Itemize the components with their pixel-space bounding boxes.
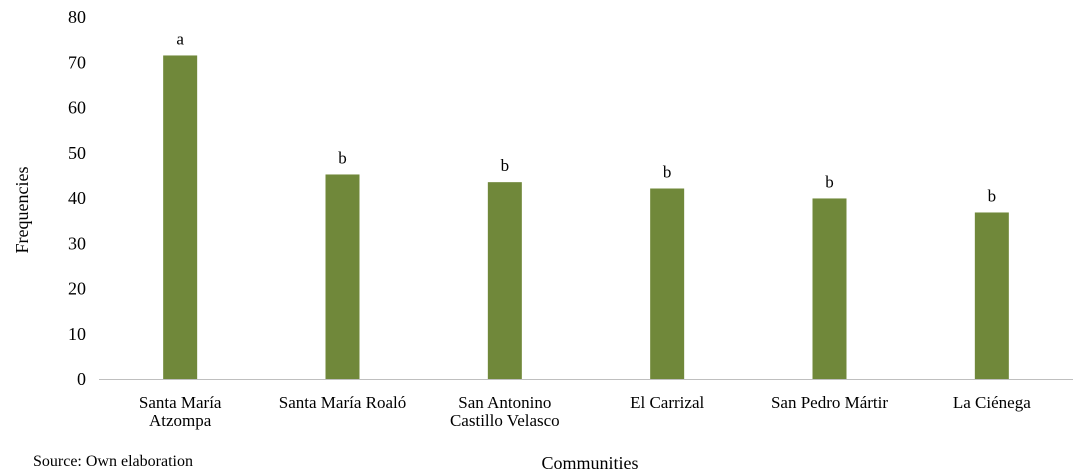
bar: [812, 198, 847, 379]
y-tick-label: 60: [68, 98, 86, 118]
bar-significance-label: b: [501, 156, 510, 175]
y-tick-label: 40: [68, 188, 86, 208]
y-tick-label: 80: [68, 7, 86, 27]
y-tick-label: 10: [68, 324, 86, 344]
category-label: Castillo Velasco: [450, 411, 560, 430]
y-tick-label: 20: [68, 279, 86, 299]
y-tick-label: 70: [68, 52, 86, 72]
x-axis-title: Communities: [541, 453, 638, 473]
category-label: Santa María: [139, 393, 222, 412]
bar-significance-label: b: [988, 186, 997, 205]
y-tick-label: 0: [77, 369, 86, 389]
bar-significance-label: b: [825, 172, 834, 191]
category-label: Atzompa: [149, 411, 212, 430]
bar: [650, 188, 685, 379]
bar-significance-label: b: [663, 162, 672, 181]
source-note: Source: Own elaboration: [33, 453, 193, 470]
category-label: San Pedro Mártir: [771, 393, 888, 412]
category-label: Santa María Roaló: [279, 393, 406, 412]
category-label: El Carrizal: [630, 393, 704, 412]
y-axis-title: Frequencies: [12, 167, 32, 254]
category-label: San Antonino: [458, 393, 551, 412]
y-axis-ticks: 0 10 20 30 40 50 60 70 80: [68, 7, 86, 389]
y-tick-label: 50: [68, 143, 86, 163]
bar: [487, 182, 522, 379]
bars: [163, 55, 1009, 380]
bar: [163, 55, 198, 380]
bar-significance-label: b: [338, 148, 347, 167]
bar: [325, 174, 360, 379]
category-label: La Ciénega: [953, 393, 1031, 412]
bar: [974, 212, 1009, 379]
bar-significance-label: a: [176, 29, 184, 48]
data-labels: a b b b b b: [176, 29, 996, 205]
y-tick-label: 30: [68, 233, 86, 253]
